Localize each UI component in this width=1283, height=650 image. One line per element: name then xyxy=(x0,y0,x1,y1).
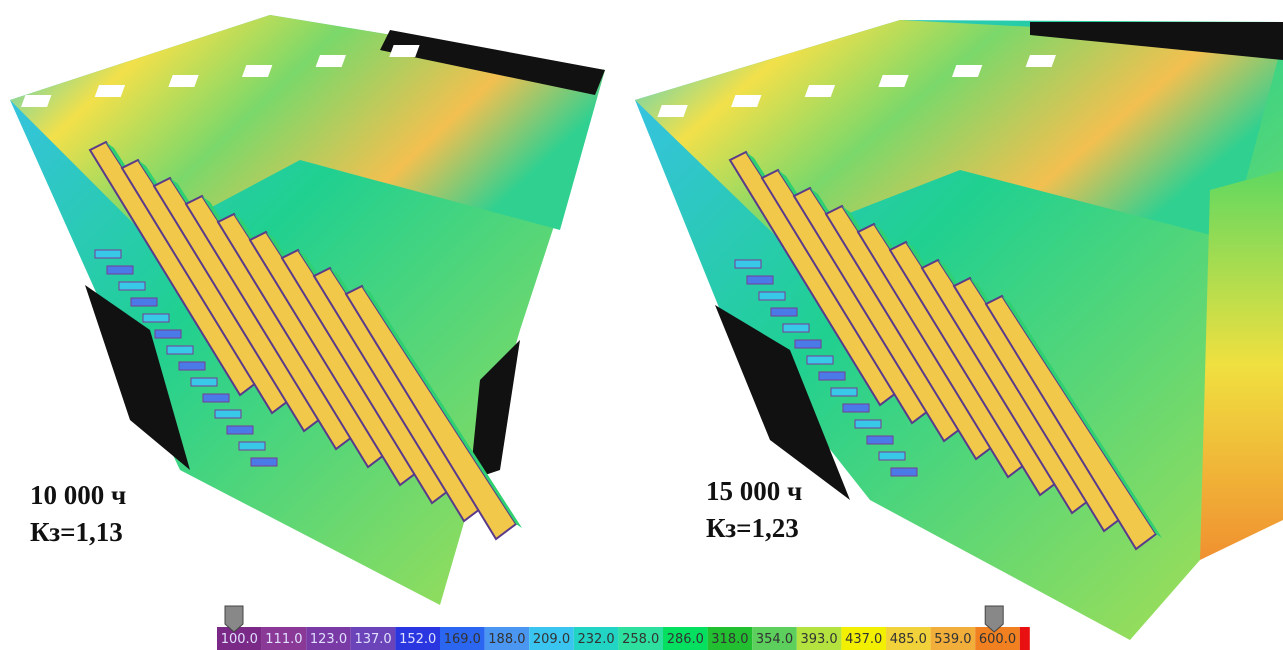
step xyxy=(239,442,265,450)
step xyxy=(227,426,253,434)
end-wall xyxy=(1200,170,1283,560)
step xyxy=(119,282,145,290)
step xyxy=(131,298,157,306)
lamp xyxy=(316,55,346,67)
lamp xyxy=(242,65,272,77)
step xyxy=(795,340,821,348)
step xyxy=(203,394,229,402)
step xyxy=(783,324,809,332)
step xyxy=(155,330,181,338)
step xyxy=(95,250,121,258)
step xyxy=(867,436,893,444)
lamp xyxy=(389,45,419,57)
step xyxy=(251,458,277,466)
scale-label: 209.0 xyxy=(533,632,570,647)
step xyxy=(191,378,217,386)
coefficient-label: Кз=1,13 xyxy=(30,517,123,547)
color-scale: 100.0 111.0 123.0 137.0 152.0 169.0 188.0 209.0… xyxy=(217,606,1030,650)
hours-label: 15 000 ч xyxy=(706,476,802,506)
scale-end xyxy=(1020,627,1030,650)
step xyxy=(143,314,169,322)
scale-label: 318.0 xyxy=(711,632,748,647)
step xyxy=(831,388,857,396)
scale-label: 123.0 xyxy=(310,632,347,647)
step xyxy=(843,404,869,412)
step xyxy=(167,346,193,354)
step xyxy=(855,420,881,428)
lamp xyxy=(731,95,761,107)
lamp xyxy=(805,85,835,97)
step xyxy=(747,276,773,284)
scene: 10 000 ч Кз=1,13 15 000 ч Кз=1,23 100.01… xyxy=(0,0,1283,650)
step xyxy=(107,266,133,274)
step xyxy=(891,468,917,476)
scale-label: 111.0 xyxy=(265,632,302,647)
step xyxy=(771,308,797,316)
scale-label: 600.0 xyxy=(979,632,1016,647)
scale-label: 539.0 xyxy=(934,632,971,647)
scale-label: 152.0 xyxy=(399,632,436,647)
scale-label: 393.0 xyxy=(800,632,837,647)
step xyxy=(215,410,241,418)
step xyxy=(879,452,905,460)
scale-label: 188.0 xyxy=(488,632,525,647)
lamp xyxy=(878,75,908,87)
step xyxy=(807,356,833,364)
scale-label: 100.0 xyxy=(221,632,258,647)
scale-label: 485.0 xyxy=(890,632,927,647)
step xyxy=(735,260,761,268)
lamp xyxy=(21,95,51,107)
step xyxy=(819,372,845,380)
render-right xyxy=(635,20,1283,640)
lamp xyxy=(168,75,198,87)
scale-label: 137.0 xyxy=(354,632,391,647)
scale-label: 354.0 xyxy=(756,632,793,647)
page: 10 000 ч Кз=1,13 15 000 ч Кз=1,23 100.01… xyxy=(0,0,1283,650)
step xyxy=(759,292,785,300)
lamp xyxy=(952,65,982,77)
lamp xyxy=(95,85,125,97)
scale-label: 437.0 xyxy=(845,632,882,647)
coefficient-label: Кз=1,23 xyxy=(706,513,799,543)
step xyxy=(179,362,205,370)
lamp xyxy=(657,105,687,117)
hours-label: 10 000 ч xyxy=(30,480,126,510)
scale-label: 258.0 xyxy=(622,632,659,647)
scale-label: 286.0 xyxy=(667,632,704,647)
lamp xyxy=(1026,55,1056,67)
scale-label: 169.0 xyxy=(444,632,481,647)
scale-label: 232.0 xyxy=(577,632,614,647)
